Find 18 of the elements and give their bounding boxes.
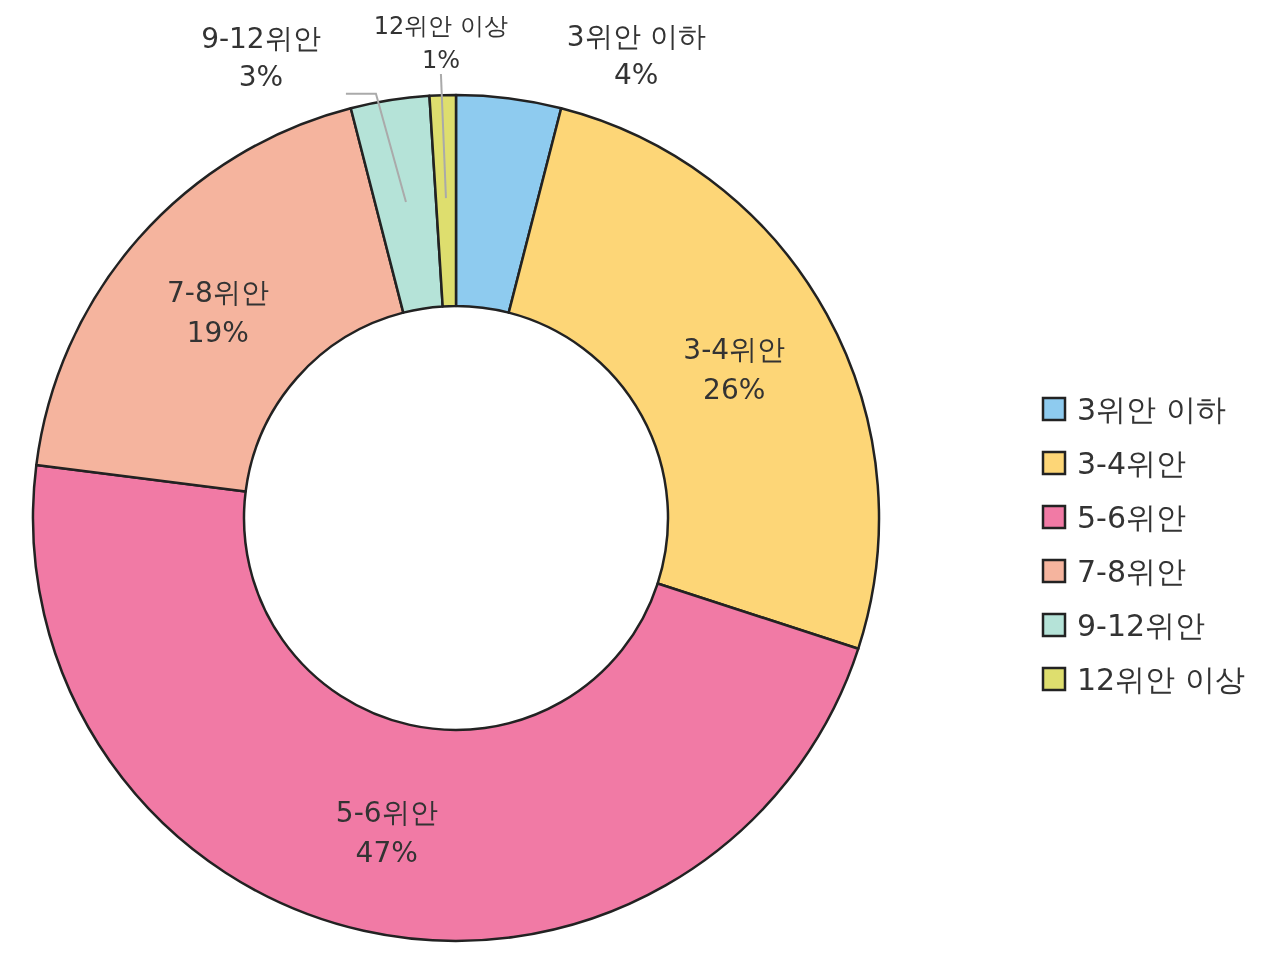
slice-label: 12위안 이상 [373, 12, 509, 40]
legend-label: 7-8위안 [1077, 554, 1186, 589]
data-label: 26% [703, 373, 766, 407]
data-label: 1% [421, 46, 460, 74]
legend-label: 5-6위안 [1077, 500, 1186, 535]
legend-label: 9-12위안 [1077, 608, 1206, 643]
legend-label: 12위안 이상 [1077, 662, 1245, 697]
slice-label: 3-4위안 [683, 333, 786, 367]
data-label: 19% [186, 316, 249, 350]
legend-label: 3위안 이하 [1077, 392, 1226, 427]
legend-label: 3-4위안 [1077, 446, 1186, 481]
slice-label: 5-6위안 [335, 795, 438, 829]
slice-label: 9-12위안 [201, 21, 321, 55]
slice-label: 3위안 이하 [566, 19, 706, 53]
data-label: 47% [355, 835, 418, 869]
data-label: 4% [613, 57, 659, 91]
slice-label: 7-8위안 [166, 276, 269, 310]
data-label: 3% [238, 59, 284, 93]
